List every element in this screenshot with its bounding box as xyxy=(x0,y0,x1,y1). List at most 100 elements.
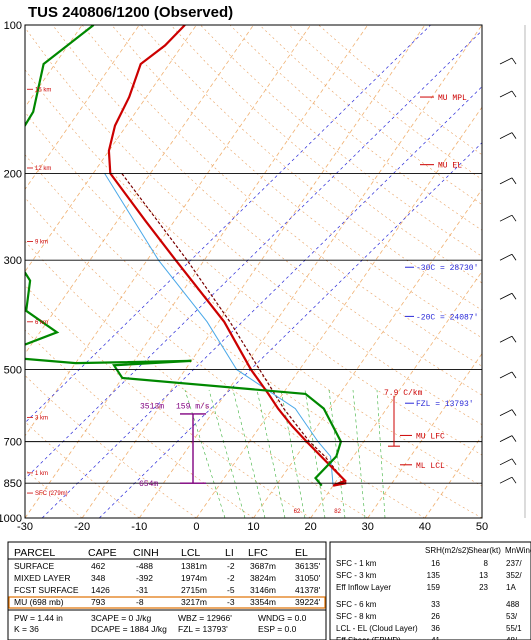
temperature-tick-label: 50 xyxy=(476,521,488,533)
parcel-cell: 3146m xyxy=(250,585,276,595)
isotherm-line xyxy=(196,106,482,518)
shear-srh-value: 26 xyxy=(431,612,440,621)
wetbulb-line xyxy=(25,25,431,424)
parcel-cell: 39224' xyxy=(295,597,321,607)
surface-dewpoint-label: 62 xyxy=(294,509,301,515)
parcel-footer-cell: 3CAPE = 0 J/kg xyxy=(91,613,152,623)
wind-barb-staff xyxy=(499,253,513,261)
parcel-trace xyxy=(121,173,347,484)
parcel-cell: 31050' xyxy=(295,573,321,583)
shear-srh-value: 36 xyxy=(431,624,440,633)
wind-barb-staff xyxy=(499,371,513,379)
fzl-label: FZL = 13793' xyxy=(416,400,474,409)
wind-barb-flag xyxy=(511,476,517,484)
parcel-footer-cell: PW = 1.44 in xyxy=(14,613,63,623)
shear-row-label: LCL - EL (Cloud Layer) xyxy=(336,624,418,633)
pressure-tick-label: 700 xyxy=(4,437,22,449)
pressure-tick-label: 200 xyxy=(4,168,22,180)
height-label: 3 km xyxy=(35,415,48,421)
parcel-header-5: LFC xyxy=(248,547,268,559)
parcel-cell: SURFACE xyxy=(14,561,54,571)
mixing-ratio-line xyxy=(232,389,266,518)
temperature-tick-label: 0 xyxy=(193,521,199,533)
height-label: 15 km xyxy=(35,87,51,93)
isotherm-line xyxy=(25,25,140,191)
pressure-tick-label: 300 xyxy=(4,255,22,267)
mu-lfc-label: MU LFC xyxy=(416,432,445,441)
temperature-tick-label: 20 xyxy=(305,521,317,533)
ml-lcl-label: ML LCL xyxy=(416,462,445,471)
wind-barb-staff xyxy=(499,132,513,139)
parcel-header-2: CINH xyxy=(133,547,159,559)
temperature-tick-label: 10 xyxy=(247,521,259,533)
mu-row-highlight xyxy=(8,596,326,609)
isotherm-line xyxy=(25,25,254,355)
parcel-header-6: EL xyxy=(295,547,308,559)
wind-barb-staff xyxy=(499,177,513,185)
pressure-tick-label: 1000 xyxy=(0,513,22,525)
mixing-ratio-line xyxy=(208,389,246,518)
parcel-header-3: LCL xyxy=(181,547,200,559)
shear-srh-value: 33 xyxy=(431,600,440,609)
parcel-cell: 348 xyxy=(91,573,105,583)
isotherm-line xyxy=(81,25,426,518)
parcel-cell: 36135' xyxy=(295,561,321,571)
mixing-ratio-line xyxy=(256,389,286,518)
shear-header-mnwind: MnWind xyxy=(505,546,531,555)
shear-srh-value: 135 xyxy=(427,571,441,580)
isotherm-line xyxy=(25,25,369,518)
temperature-tick-label: 40 xyxy=(419,521,431,533)
height-label: 12 km xyxy=(35,166,51,172)
parcel-footer-cell: DCAPE = 1884 J/kg xyxy=(91,624,167,634)
temperature-tick-label: -10 xyxy=(131,521,147,533)
isotherm-line xyxy=(25,25,197,273)
pressure-tick-label: 500 xyxy=(4,365,22,377)
inflow-srh-label: 159 m/s xyxy=(176,403,210,412)
wind-barb-flag xyxy=(511,336,517,343)
wind-barb-flag xyxy=(511,57,517,65)
shear-row-label: SFC - 3 km xyxy=(336,571,377,580)
shear-row-label: Eff Inflow Layer xyxy=(336,583,391,592)
parcel-footer-cell: FZL = 13793' xyxy=(178,624,228,634)
shear-rows: SFC - 1 km 16 8 237/SFC - 3 km 135 13 352/Eff … xyxy=(336,559,522,640)
isotherm-line xyxy=(253,188,482,518)
parcel-cell: FCST SURFACE xyxy=(14,585,79,595)
isotherm-line xyxy=(481,517,482,518)
dry-adiabat xyxy=(25,284,311,518)
wind-barb-staff xyxy=(499,335,513,343)
dry-adiabat xyxy=(259,25,482,205)
wetbulb-line xyxy=(25,30,482,480)
wind-barb-staff xyxy=(499,409,513,417)
isotherm-line xyxy=(310,270,482,518)
parcel-cell: 1974m xyxy=(181,573,207,583)
wind-barb-flag xyxy=(511,177,517,185)
parcel-footer-cell: WBZ = 12966' xyxy=(178,613,232,623)
shear-row-label: SFC - 8 km xyxy=(336,612,377,621)
shear-mnwind-value: 352/ xyxy=(506,571,522,580)
dry-adiabat xyxy=(81,25,482,367)
shear-srh-value: 159 xyxy=(427,583,441,592)
wind-barb-flag xyxy=(511,214,517,222)
height-label: 1 km xyxy=(35,471,48,477)
parcel-cell: 3687m xyxy=(250,561,276,571)
parcel-rows: SURFACE 462 -488 1381m -2 3687m 36135' MIXED LA… xyxy=(14,561,321,607)
dry-adiabat xyxy=(288,25,482,180)
parcel-cell: 462 xyxy=(91,561,105,571)
parcel-header-0: PARCEL xyxy=(14,547,55,559)
shear-srh-value: 41 xyxy=(431,636,440,640)
parcel-cell: 41378' xyxy=(295,585,321,595)
parcel-cell: -2 xyxy=(227,573,235,583)
parcel-cell: 2715m xyxy=(181,585,207,595)
wind-barb-staff xyxy=(499,90,513,98)
temperature-tick-label: -30 xyxy=(17,521,33,533)
shear-mnwind-value: 1A xyxy=(506,583,516,592)
dry-adiabat xyxy=(25,154,482,518)
parcel-cell: 793 xyxy=(91,597,105,607)
isotherm-line xyxy=(138,25,482,518)
surface-temperature-label: 82 xyxy=(334,509,341,515)
shear-mnwind-value: 237/ xyxy=(506,559,522,568)
height-label: 6 km xyxy=(35,320,48,326)
temperature-tick-label: -20 xyxy=(74,521,90,533)
height-label: SFC (279m) xyxy=(35,491,68,497)
